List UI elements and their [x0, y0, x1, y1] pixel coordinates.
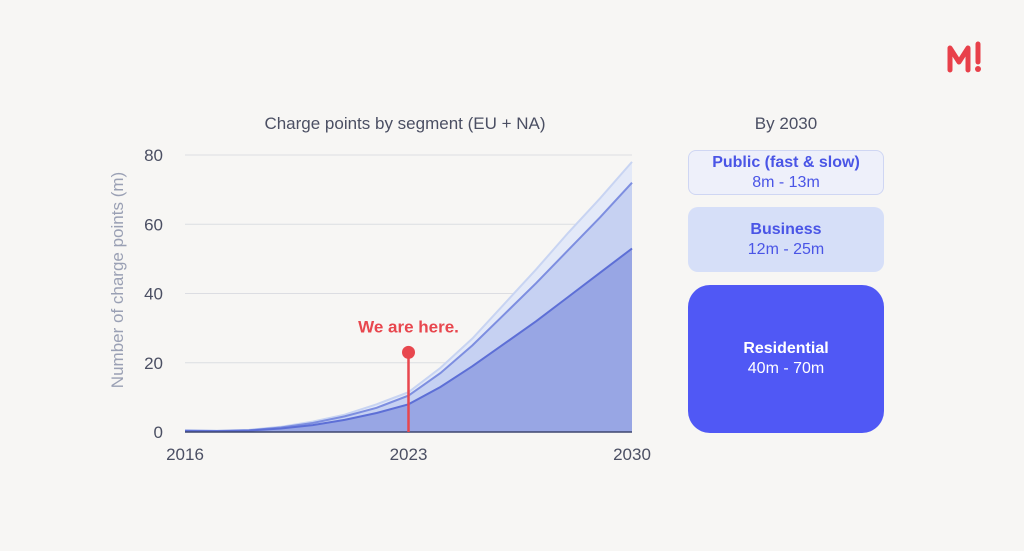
- y-tick-label: 60: [144, 215, 163, 234]
- y-tick-label: 0: [154, 423, 163, 442]
- annotation-label: We are here.: [358, 317, 459, 336]
- segment-name: Residential: [743, 340, 829, 357]
- segment-range: 8m - 13m: [752, 173, 820, 191]
- brand-logo: [947, 41, 981, 73]
- segment-card-business: Business 12m - 25m: [688, 207, 884, 272]
- x-tick-label: 2023: [390, 445, 428, 464]
- segment-name: Business: [750, 220, 822, 238]
- x-tick-label: 2030: [613, 445, 651, 464]
- y-tick-label: 20: [144, 354, 163, 373]
- segment-name: Public (fast & slow): [712, 153, 860, 171]
- panel-title: By 2030: [754, 114, 818, 133]
- y-tick-label: 40: [144, 285, 163, 304]
- series-area-0: [185, 248, 632, 432]
- y-tick-label: 80: [144, 146, 163, 165]
- segment-range: 40m - 70m: [747, 360, 825, 377]
- annotation-dot: [402, 345, 415, 359]
- x-tick-label: 2016: [166, 445, 204, 464]
- chart-title: Charge points by segment (EU + NA): [264, 114, 546, 133]
- segment-range: 12m - 25m: [747, 240, 825, 258]
- segment-card-public: Public (fast & slow) 8m - 13m: [688, 150, 884, 195]
- segment-card-residential: Residential 40m - 70m: [688, 285, 884, 433]
